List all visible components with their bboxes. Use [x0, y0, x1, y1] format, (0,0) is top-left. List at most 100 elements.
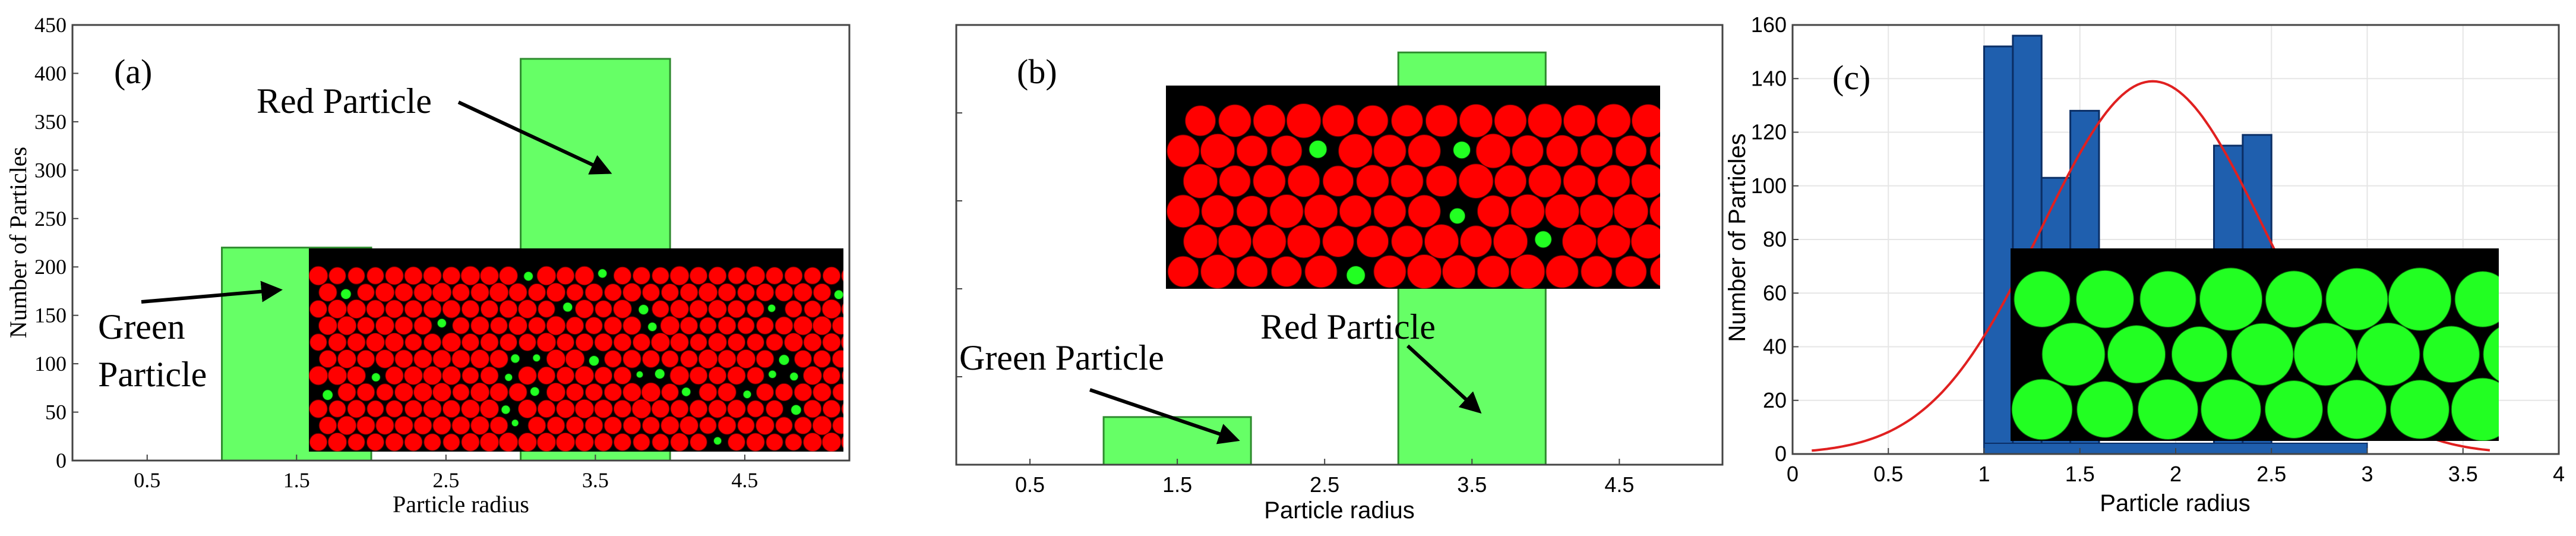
particle — [1511, 134, 1544, 168]
particle — [555, 399, 576, 419]
particle — [1390, 164, 1424, 198]
particle — [669, 266, 690, 286]
particle — [793, 316, 813, 336]
particle — [394, 416, 413, 435]
particle — [1218, 104, 1251, 138]
particle — [404, 333, 422, 351]
particle — [736, 349, 756, 369]
particle — [783, 332, 804, 352]
particle — [537, 399, 556, 418]
particle — [1304, 255, 1338, 288]
y-tick-label: 0 — [1775, 442, 1787, 466]
particle — [366, 299, 385, 319]
particle — [1304, 194, 1338, 229]
particle — [1339, 195, 1372, 228]
particle — [404, 299, 423, 319]
particle — [523, 271, 533, 282]
particle — [556, 266, 575, 285]
particle — [309, 299, 328, 319]
panel-b-inset-image — [1166, 86, 1660, 289]
particle — [1510, 194, 1545, 229]
particle — [812, 415, 832, 436]
particle — [510, 354, 520, 364]
particle — [309, 333, 327, 351]
particle — [1373, 134, 1406, 168]
panel-b-axes-frame — [955, 24, 1724, 466]
particle — [461, 333, 480, 352]
particle — [327, 365, 347, 386]
particle — [1252, 224, 1287, 259]
x-tick-label: 1.5 — [1162, 472, 1192, 497]
particle — [679, 415, 699, 436]
particle — [470, 415, 490, 436]
particle — [746, 433, 765, 452]
particle — [613, 399, 632, 418]
particle — [594, 366, 613, 385]
particle — [832, 417, 843, 434]
particle — [679, 316, 698, 335]
particle — [1408, 134, 1441, 168]
particle — [537, 366, 556, 385]
particle — [1346, 266, 1366, 285]
particle — [669, 365, 690, 386]
particle — [499, 333, 518, 352]
panel-a-annotation-green-line2: Particle — [98, 355, 207, 394]
particle — [1253, 164, 1286, 198]
panel-a-xlabel: Particle radius — [393, 491, 529, 518]
particle — [650, 332, 671, 352]
particle — [1287, 165, 1320, 198]
particle — [1458, 163, 1494, 199]
panel-b-xlabel: Particle radius — [1264, 497, 1414, 524]
particle — [489, 282, 509, 302]
particle — [451, 349, 470, 368]
particle — [2293, 322, 2357, 386]
particle — [1253, 104, 1286, 137]
particle — [1425, 104, 1458, 137]
x-tick-label: 2.5 — [2256, 462, 2286, 486]
particle — [589, 355, 600, 367]
particle — [1236, 135, 1268, 167]
particle — [480, 299, 499, 319]
particle — [562, 302, 573, 313]
particle — [636, 371, 644, 379]
particle — [638, 304, 649, 315]
particle — [679, 283, 698, 302]
particle — [536, 432, 557, 452]
particle — [1270, 256, 1303, 288]
particle — [489, 416, 508, 435]
x-tick-label: 2 — [2170, 462, 2182, 486]
particle — [2041, 322, 2106, 386]
particle — [1219, 165, 1251, 197]
x-tick-label: 0 — [1787, 462, 1799, 486]
particle — [556, 366, 575, 385]
particle — [501, 405, 511, 415]
particle — [708, 399, 727, 418]
particle — [442, 299, 461, 319]
particle — [423, 333, 442, 352]
particle — [1649, 135, 1660, 166]
particle — [356, 316, 375, 335]
particle — [747, 300, 764, 318]
particle — [778, 354, 790, 365]
particle — [1579, 194, 1614, 229]
particle — [1236, 256, 1268, 288]
particle — [660, 383, 679, 402]
particle — [423, 299, 442, 319]
particle — [452, 383, 470, 401]
particle — [565, 383, 584, 402]
particle — [679, 349, 698, 368]
particle — [727, 299, 746, 319]
particle — [603, 349, 622, 368]
particle — [822, 366, 841, 385]
particle — [422, 365, 442, 386]
particle — [641, 382, 661, 402]
particle — [1475, 133, 1511, 169]
particle — [1183, 224, 1218, 259]
particle — [366, 400, 384, 418]
particle — [1528, 164, 1562, 198]
particle — [470, 283, 489, 302]
particle — [1544, 194, 1580, 229]
particle — [785, 300, 802, 318]
particle — [309, 365, 328, 386]
